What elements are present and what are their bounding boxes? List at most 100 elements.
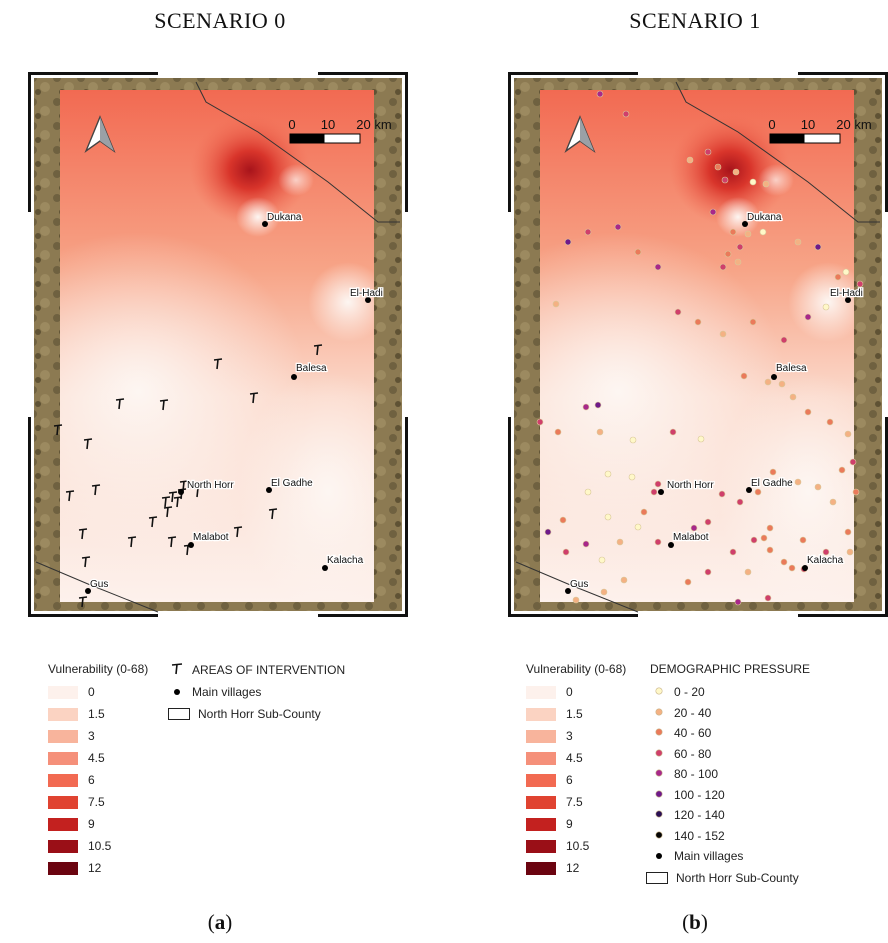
vulnerability-swatch	[48, 707, 78, 721]
pressure-point	[584, 228, 592, 236]
village-dot-icon	[742, 221, 748, 227]
pressure-point	[760, 534, 768, 542]
vulnerability-class-label: 12	[566, 861, 580, 875]
pickaxe-icon	[78, 528, 88, 540]
pressure-dot-icon	[650, 829, 668, 843]
legend-a-boundary-label: North Horr Sub-County	[198, 707, 321, 721]
pressure-point	[718, 490, 726, 498]
scale-label: 10	[801, 117, 815, 132]
scale-label: 0	[768, 117, 775, 132]
pressure-point	[846, 548, 854, 556]
pickaxe-icon	[161, 496, 171, 508]
panel-b-title: SCENARIO 1	[629, 8, 761, 33]
vulnerability-swatch	[48, 861, 78, 875]
village-label: Kalacha	[327, 555, 364, 566]
legend-b-class-1: 1.5	[526, 706, 583, 722]
legend-b-pressure-title: DEMOGRAPHIC PRESSURE	[650, 662, 811, 676]
pressure-point	[744, 568, 752, 576]
pickaxe-icon	[173, 496, 183, 508]
legend-b: Vulnerability (0-68) 0 1.5 3 4.5 6 7.5 9 10.5 12…	[526, 662, 886, 892]
sub-county-boundary	[515, 561, 639, 613]
pressure-point	[686, 156, 694, 164]
pressure-class-label: 120 - 140	[674, 808, 725, 822]
legend-a-class-7: 10.5	[48, 838, 111, 854]
pressure-point	[794, 238, 802, 246]
vulnerability-swatch	[526, 839, 556, 853]
pressure-class-label: 20 - 40	[674, 705, 712, 720]
boundary-swatch-icon	[646, 872, 668, 884]
vulnerability-class-label: 6	[88, 773, 95, 787]
pressure-point	[724, 250, 732, 258]
vulnerability-class-label: 7.5	[88, 795, 105, 809]
legend-a-areas: AREAS OF INTERVENTION	[168, 662, 345, 678]
vulnerability-class-label: 0	[88, 685, 95, 699]
pressure-point	[669, 428, 677, 436]
pressure-point	[552, 300, 560, 308]
pressure-point	[794, 478, 802, 486]
main-villages: Dukana El-Hadi Balesa North Horr El Gadhe Mal…	[85, 211, 384, 594]
village-dot-icon	[266, 487, 272, 493]
village-label: Malabot	[193, 532, 229, 543]
pressure-point	[584, 488, 592, 496]
scale-bar: 0 10 20 km	[768, 117, 872, 144]
pressure-point	[694, 318, 702, 326]
legend-b-class-6: 9	[526, 816, 573, 832]
pickaxe-icon	[91, 484, 101, 496]
vulnerability-swatch	[526, 685, 556, 699]
pressure-class-label: 60 - 80	[674, 746, 712, 761]
pickaxe-icon	[268, 508, 278, 520]
vulnerability-class-label: 1.5	[566, 707, 583, 721]
pressure-point	[759, 228, 767, 236]
village-dot-icon	[668, 542, 674, 548]
vulnerability-class-label: 3	[88, 729, 95, 743]
village-dot-icon	[85, 588, 91, 594]
legend-b-pressure-1: 20 - 40	[650, 705, 711, 721]
village-dot-icon	[168, 685, 186, 699]
legend-b-class-2: 3	[526, 728, 573, 744]
legend-b-pressure-5: 100 - 120	[650, 787, 725, 803]
pickaxe-icon	[81, 556, 91, 568]
pressure-point	[554, 428, 562, 436]
vulnerability-surface	[540, 90, 854, 602]
vulnerability-class-label: 3	[566, 729, 573, 743]
pressure-point	[736, 498, 744, 506]
village-dot-icon	[771, 374, 777, 380]
pressure-point	[562, 548, 570, 556]
vulnerability-class-label: 10.5	[88, 839, 112, 853]
pressure-point	[690, 524, 698, 532]
pressure-point	[654, 480, 662, 488]
pressure-point	[822, 303, 830, 311]
pressure-point	[604, 470, 612, 478]
pressure-point	[856, 280, 864, 288]
village-dot-icon	[845, 297, 851, 303]
village-label: Balesa	[776, 363, 807, 374]
pressure-point	[749, 318, 757, 326]
legend-a-class-8: 12	[48, 860, 101, 876]
legend-b-pressure-6: 120 - 140	[650, 807, 725, 823]
pressure-point	[721, 176, 729, 184]
village-label: Dukana	[267, 212, 302, 223]
main-villages: Dukana El-Hadi Balesa North Horr El Gadhe Mal…	[565, 211, 864, 594]
legend-a-class-4: 6	[48, 772, 95, 788]
vulnerability-swatch	[526, 795, 556, 809]
legend-b-pressure-3: 60 - 80	[650, 746, 711, 762]
pressure-point	[762, 180, 770, 188]
sub-county-boundary	[35, 561, 159, 613]
legend-a-boundary: North Horr Sub-County	[168, 706, 321, 722]
vulnerability-class-label: 0	[566, 685, 573, 699]
pickaxe-icon	[313, 344, 323, 356]
pressure-point	[596, 90, 604, 98]
village-dot-icon	[178, 489, 184, 495]
pressure-point	[766, 524, 774, 532]
pressure-point	[769, 468, 777, 476]
pressure-point	[572, 596, 580, 604]
pressure-point	[729, 228, 737, 236]
legend-a-villages: Main villages	[168, 684, 261, 700]
pressure-point	[634, 523, 642, 531]
pickaxe-icon	[213, 358, 223, 370]
caption-a: (a)	[207, 910, 233, 934]
